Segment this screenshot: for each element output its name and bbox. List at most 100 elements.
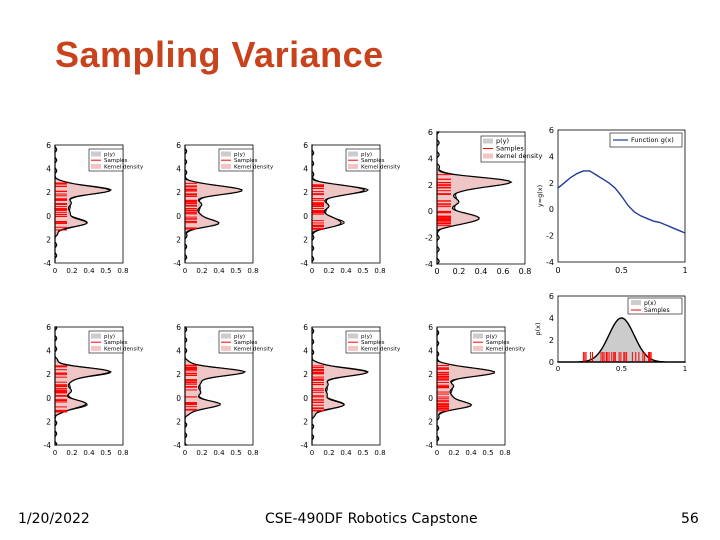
legend-swatch xyxy=(221,151,231,157)
axes-frame xyxy=(436,131,526,265)
legend-label: p(y) xyxy=(486,334,497,340)
y-tick-label: -4 xyxy=(546,258,554,267)
pdf-axes-frame xyxy=(557,295,686,363)
x-tick-label: 0.4 xyxy=(475,267,488,276)
x-tick-label: 0.5 xyxy=(357,449,368,457)
y-tick-label: 2 xyxy=(46,417,51,426)
legend-label: p(y) xyxy=(234,334,245,340)
y-tick-label: 4 xyxy=(176,347,181,356)
legend-label: Kernel density xyxy=(496,152,542,160)
y-tick-label: 2 xyxy=(46,188,51,197)
y-tick-label: 4 xyxy=(46,347,51,356)
legend-label: Samples xyxy=(234,158,258,164)
legend-swatch xyxy=(631,300,641,305)
y-tick-label: 0 xyxy=(176,212,181,221)
y-tick-label: 6 xyxy=(46,323,51,332)
x-tick-label: 0.8 xyxy=(247,449,258,457)
y-tick-label: -2 xyxy=(546,232,554,241)
legend-label: p(y) xyxy=(104,152,115,158)
x-tick-label: 0.4 xyxy=(340,449,352,457)
legend-swatch xyxy=(91,333,101,339)
x-tick-label: 0 xyxy=(310,449,314,457)
y-tick-label: -4 xyxy=(301,259,309,268)
x-tick-label: 0.2 xyxy=(323,449,334,457)
legend-label: Kernel density xyxy=(486,346,526,352)
x-tick-label: 0.2 xyxy=(448,449,459,457)
x-tick-label: 0 xyxy=(310,267,314,275)
x-tick-label: 0.2 xyxy=(196,449,207,457)
legend-swatch xyxy=(91,151,101,157)
y-tick-label: -4 xyxy=(301,441,309,450)
slide-title: Sampling Variance xyxy=(55,34,384,75)
y-tick-label: 6 xyxy=(303,141,308,150)
function-line xyxy=(557,170,686,234)
legend-label: Samples xyxy=(496,145,524,153)
legend-swatch xyxy=(483,138,493,144)
y-tick-label: 2 xyxy=(46,370,51,379)
legend-label: p(x) xyxy=(644,300,656,307)
y-tick-label: 2 xyxy=(303,235,308,244)
x-tick-label: 0.8 xyxy=(499,449,510,457)
x-tick-label: 0.8 xyxy=(247,267,258,275)
legend-label: Kernel density xyxy=(104,346,144,352)
y-tick-label: 0 xyxy=(303,212,308,221)
x-tick-label: 0.5 xyxy=(615,266,628,275)
y-tick-label: 2 xyxy=(303,417,308,426)
y-tick-label: 4 xyxy=(549,152,554,161)
axes-frame xyxy=(436,326,506,446)
slide-page-number: 56 xyxy=(681,511,699,527)
legend-label: Kernel density xyxy=(361,164,401,170)
y-tick-label: -4 xyxy=(44,259,52,268)
x-tick-label: 0.5 xyxy=(230,449,241,457)
legend-label: Kernel density xyxy=(361,346,401,352)
y-tick-label: 6 xyxy=(176,141,181,150)
y-tick-label: 0 xyxy=(46,394,51,403)
x-tick-label: 0.5 xyxy=(100,449,111,457)
x-tick-label: 0.8 xyxy=(374,267,385,275)
x-tick-label: 0 xyxy=(435,449,439,457)
legend-box xyxy=(627,297,683,315)
y-tick-label: 2 xyxy=(428,181,433,190)
legend-swatch xyxy=(348,333,358,339)
legend-label: p(y) xyxy=(361,152,372,158)
y-tick-label: -4 xyxy=(426,441,434,450)
x-tick-label: 0.4 xyxy=(213,449,225,457)
y-tick-label: 4 xyxy=(428,154,433,163)
y-tick-label: 0 xyxy=(549,358,554,367)
x-tick-label: 0 xyxy=(183,449,187,457)
axes-frame xyxy=(184,144,254,264)
y-tick-label: 0 xyxy=(428,207,433,216)
y-tick-label: 6 xyxy=(176,323,181,332)
legend-label: p(y) xyxy=(104,334,115,340)
y-tick-label: 2 xyxy=(176,417,181,426)
axes-frame xyxy=(54,326,124,446)
y-tick-label: 0 xyxy=(549,205,554,214)
legend-label: Samples xyxy=(644,307,670,314)
legend-swatch xyxy=(483,153,493,159)
y-tick-label: 2 xyxy=(46,235,51,244)
axes-frame xyxy=(311,144,381,264)
slide-date: 1/20/2022 xyxy=(18,511,90,527)
x-tick-label: 0 xyxy=(183,267,187,275)
y-tick-label: 6 xyxy=(549,126,554,135)
legend-swatch xyxy=(91,345,101,351)
x-tick-label: 0.2 xyxy=(66,267,77,275)
x-tick-label: 0.2 xyxy=(323,267,334,275)
x-tick-label: 0 xyxy=(556,365,560,373)
y-tick-label: 2 xyxy=(549,179,554,188)
y-tick-label: 0 xyxy=(428,394,433,403)
legend-label: Kernel density xyxy=(234,164,274,170)
y-tick-label: 0 xyxy=(176,394,181,403)
x-tick-label: 0.4 xyxy=(83,267,95,275)
x-tick-label: 0.8 xyxy=(519,267,532,276)
y-tick-label: 6 xyxy=(428,323,433,332)
x-tick-label: 1 xyxy=(683,365,687,373)
y-tick-label: -4 xyxy=(425,260,433,269)
x-tick-label: 0.8 xyxy=(117,449,128,457)
x-tick-label: 0.8 xyxy=(117,267,128,275)
x-tick-label: 0.8 xyxy=(374,449,385,457)
y-tick-label: 4 xyxy=(46,165,51,174)
legend-label: p(y) xyxy=(361,334,372,340)
x-tick-label: 0.6 xyxy=(497,267,510,276)
legend-swatch xyxy=(473,345,483,351)
